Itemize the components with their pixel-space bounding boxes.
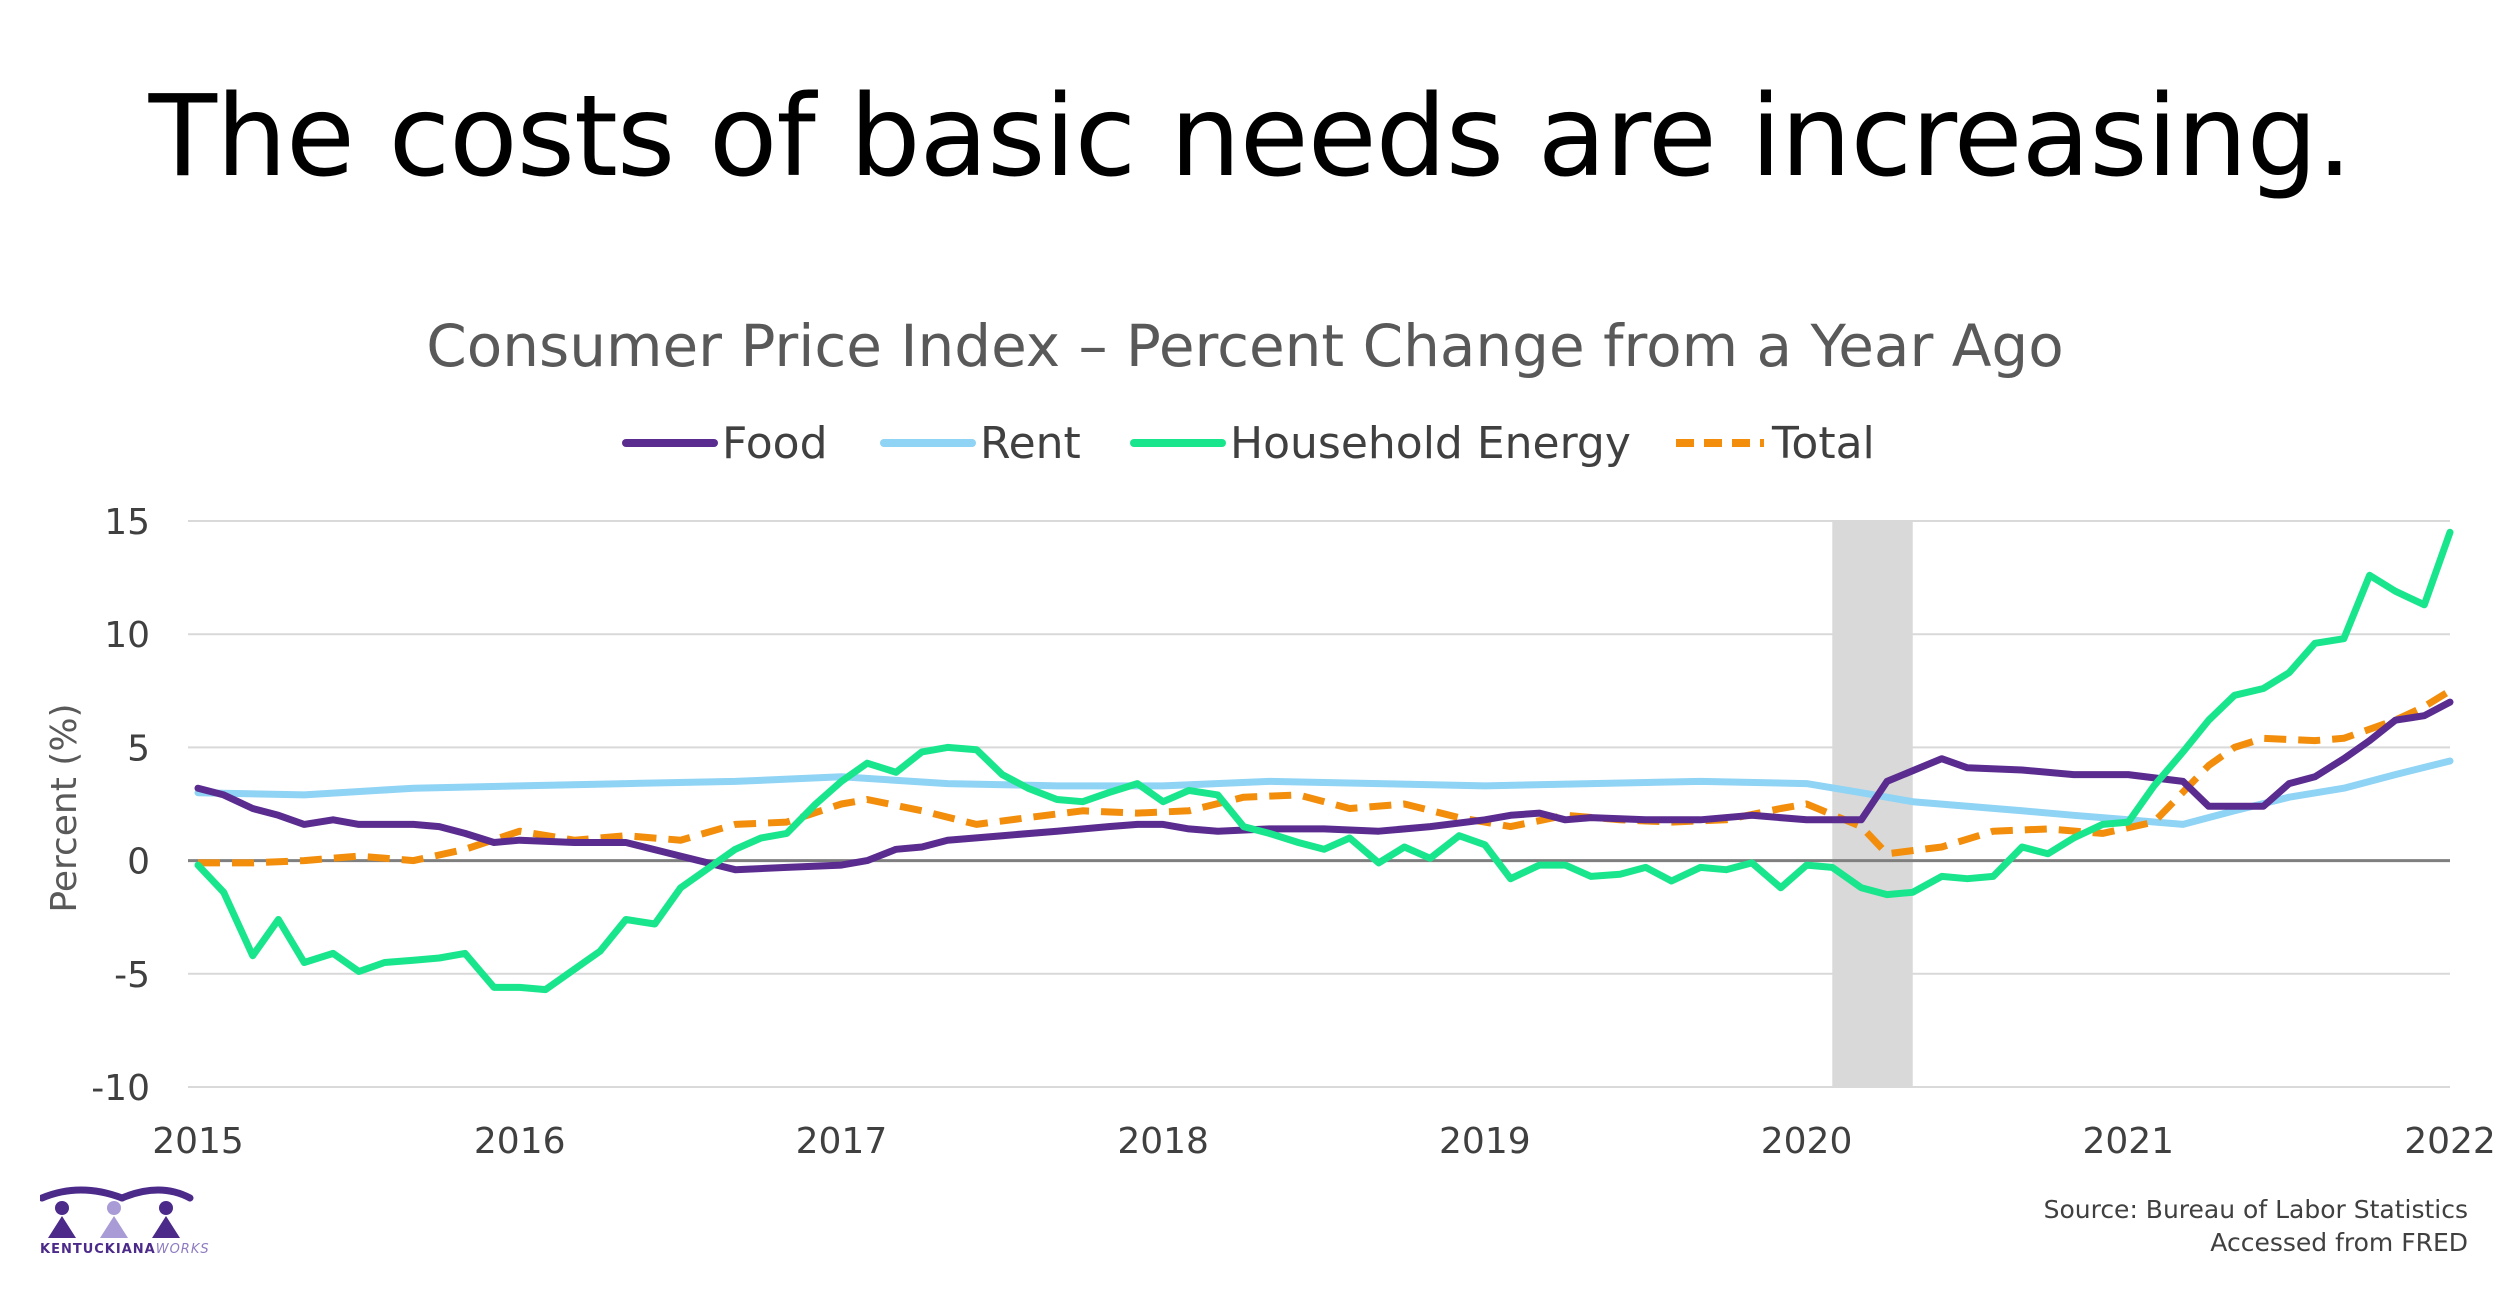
y-tick-label-15: 15 bbox=[104, 502, 150, 543]
y-tick-label-0: 0 bbox=[127, 842, 150, 883]
x-tick-label-2020: 2020 bbox=[1761, 1121, 1853, 1162]
x-tick-label-2022: 2022 bbox=[2404, 1121, 2496, 1162]
logo-wordmark: KENTUCKIANAWORKS bbox=[40, 1242, 210, 1257]
x-tick-label-2017: 2017 bbox=[796, 1121, 888, 1162]
x-tick-label-2016: 2016 bbox=[474, 1121, 566, 1162]
x-tick-label-2018: 2018 bbox=[1117, 1121, 1209, 1162]
axis-layer: -10 -5 0 5 10 15 2015 2016 2017 2018 2019 2020 2021 2… bbox=[91, 502, 2496, 1162]
y-tick-label--10: -10 bbox=[91, 1068, 150, 1109]
series-line-household-energy bbox=[194, 528, 2454, 994]
series-line-total bbox=[198, 687, 2452, 867]
logo-wordmark-accent: WORKS bbox=[155, 1242, 210, 1257]
logo-figures-icon bbox=[38, 1186, 194, 1238]
legend-label-household-energy: Household Energy bbox=[1230, 418, 1631, 469]
y-axis-label: Percent (%) bbox=[44, 703, 85, 912]
kentuckiana-works-logo: KENTUCKIANAWORKS bbox=[38, 1184, 210, 1264]
series-layer bbox=[194, 528, 2454, 994]
y-tick-label-10: 10 bbox=[104, 615, 150, 656]
x-tick-label-2019: 2019 bbox=[1439, 1121, 1531, 1162]
legend-label-food: Food bbox=[722, 418, 828, 469]
x-tick-label-2015: 2015 bbox=[152, 1121, 244, 1162]
chart-legend: Food Rent Household Energy Total bbox=[622, 418, 1875, 469]
grid-layer bbox=[188, 520, 2450, 1088]
legend-label-rent: Rent bbox=[980, 418, 1081, 469]
series-line-rent bbox=[194, 757, 2454, 828]
y-tick-label--5: -5 bbox=[114, 955, 150, 996]
chart-title: Consumer Price Index – Percent Change fr… bbox=[426, 312, 2063, 380]
x-tick-label-2021: 2021 bbox=[2082, 1121, 2174, 1162]
source-line-2: Accessed from FRED bbox=[2210, 1227, 2468, 1257]
source-note: Source: Bureau of Labor Statistics Acces… bbox=[2044, 1194, 2468, 1259]
slide-headline: The costs of basic needs are increasing. bbox=[148, 72, 2353, 202]
y-tick-label-5: 5 bbox=[127, 728, 150, 769]
logo-wordmark-main: KENTUCKIANA bbox=[40, 1242, 156, 1257]
source-line-1: Source: Bureau of Labor Statistics bbox=[2043, 1195, 2468, 1224]
legend-label-total: Total bbox=[1771, 418, 1875, 469]
